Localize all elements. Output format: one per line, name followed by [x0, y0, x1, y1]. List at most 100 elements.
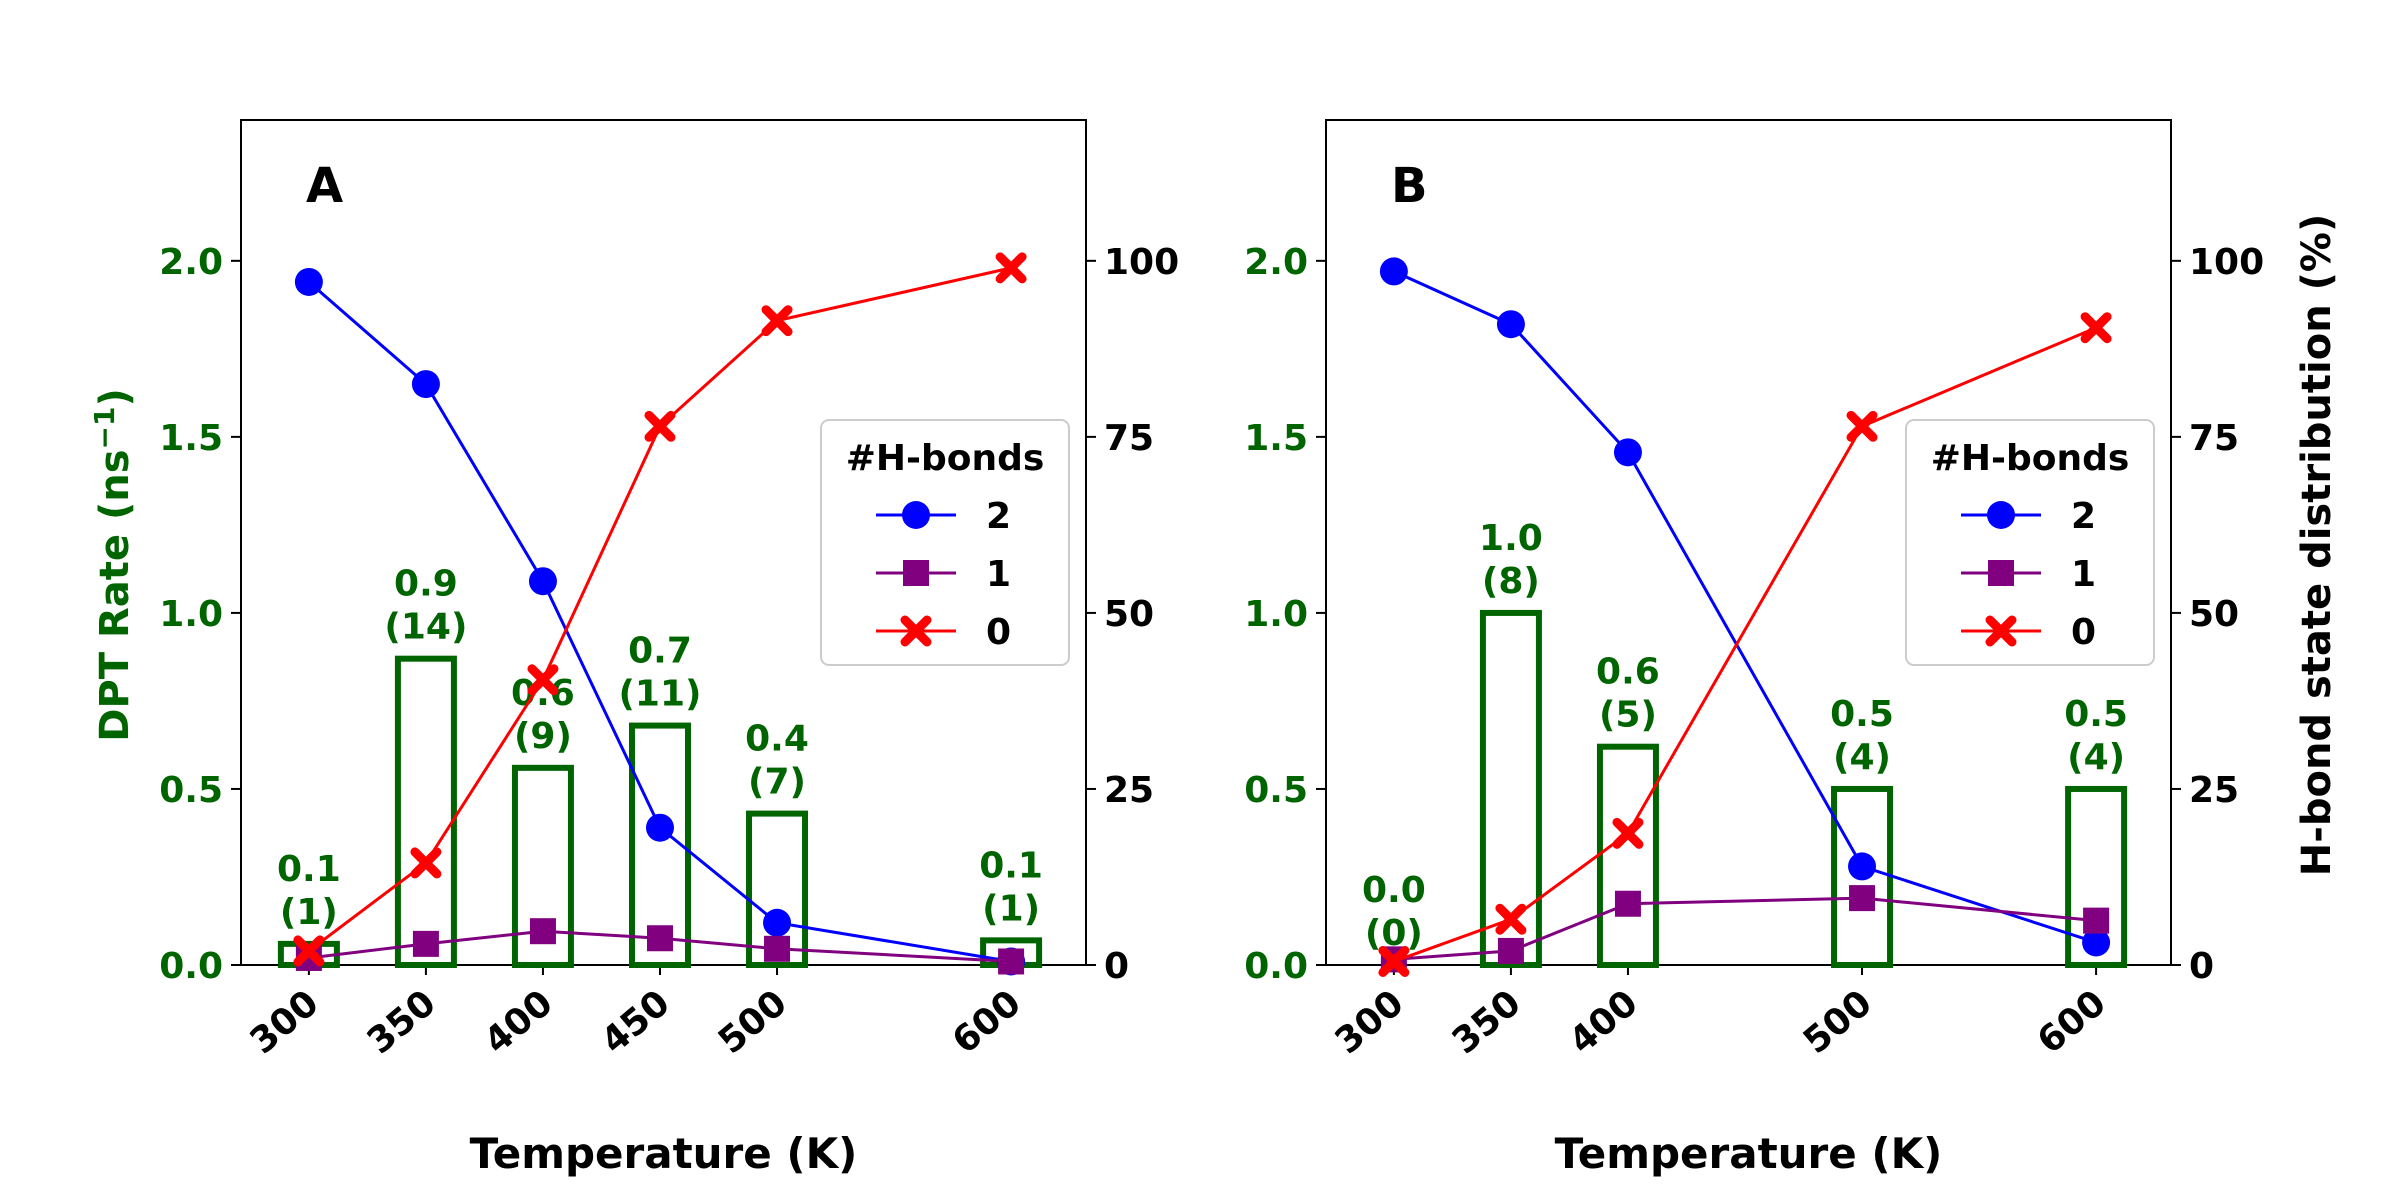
hbond-0-point — [1378, 945, 1410, 977]
bar-value-label: 0.0 — [1362, 870, 1426, 911]
left-y-tick-label: 1.0 — [159, 594, 223, 635]
x-tick-label: 300 — [1328, 982, 1412, 1062]
left-y-tick-label: 2.0 — [159, 242, 223, 283]
legend-square-marker — [903, 560, 929, 586]
hbond-0-point — [1612, 817, 1644, 849]
hbond-2-point — [1379, 257, 1408, 286]
hbond-2-point — [1848, 852, 1877, 881]
left-y-tick-label: 0.5 — [1244, 770, 1308, 811]
hbond-1-point — [1497, 937, 1524, 964]
legend-entry-label: 1 — [986, 554, 1011, 595]
x-tick-label: 400 — [1562, 982, 1646, 1062]
right-y-tick-label: 50 — [1104, 594, 1154, 635]
legend-circle-marker — [902, 501, 930, 529]
hbond-0-point — [527, 664, 559, 696]
hbond-2-point — [763, 908, 792, 937]
bar-value-label: 0.6 — [1596, 652, 1660, 693]
right-y-tick-label: 0 — [2189, 946, 2214, 987]
rate-bar — [1479, 609, 1542, 969]
hbond-1-point — [764, 935, 791, 962]
left-y-axis-label-superscript: −1 — [88, 407, 121, 450]
right-y-tick-label: 75 — [1104, 418, 1154, 459]
right-y-tick-label: 0 — [1104, 946, 1129, 987]
rate-bar — [394, 655, 457, 968]
left-y-tick-label: 0.0 — [1244, 946, 1308, 987]
hbond-2-point — [1613, 438, 1642, 467]
hbond-0-point — [761, 305, 793, 337]
bar-count-label: (11) — [618, 674, 701, 715]
right-y-tick-label: 25 — [2189, 770, 2239, 811]
x-tick-label: 450 — [594, 982, 678, 1062]
hbond-0-line — [307, 266, 1012, 953]
legend-entry-label: 2 — [2071, 496, 2096, 537]
legend-entry-label: 0 — [986, 612, 1011, 653]
bar-count-label: (4) — [1833, 737, 1891, 778]
bar-value-label: 0.5 — [2064, 694, 2128, 735]
bar-value-label: 0.9 — [394, 564, 458, 605]
hbond-0-point — [2080, 312, 2112, 344]
legend-entry-label: 0 — [2071, 612, 2096, 653]
rate-bar — [2065, 785, 2128, 968]
legend: #H-bonds 2 1 0 — [1905, 419, 2155, 666]
left-y-tick-label: 1.5 — [159, 418, 223, 459]
rate-bar — [628, 722, 691, 968]
x-tick-label: 400 — [477, 982, 561, 1062]
legend-x-marker — [1985, 615, 2017, 647]
right-y-tick-label: 50 — [2189, 594, 2239, 635]
bar-value-label: 0.7 — [628, 631, 692, 672]
plot-frame — [1325, 119, 2172, 966]
legend-entry-label: 2 — [986, 496, 1011, 537]
legend-circle-marker — [1987, 501, 2015, 529]
legend-square-marker — [1988, 560, 2014, 586]
hbond-2-point — [1496, 310, 1525, 339]
hbond-1-point — [1849, 885, 1876, 912]
right-y-tick-label: 100 — [1104, 242, 1179, 283]
hbond-1-line — [308, 929, 1012, 963]
hbond-2-point — [2082, 928, 2111, 957]
left-y-tick-label: 0.5 — [159, 770, 223, 811]
bar-count-label: (5) — [1599, 695, 1657, 736]
legend-x-marker — [900, 615, 932, 647]
x-tick-label: 600 — [2030, 982, 2114, 1062]
left-y-tick-label: 0.0 — [159, 946, 223, 987]
bar-value-label: 1.0 — [1479, 518, 1543, 559]
hbond-2-point — [411, 370, 440, 399]
right-y-axis-label: H-bond state distribution (%) — [2294, 214, 2340, 877]
right-y-tick-label: 100 — [2189, 242, 2264, 283]
hbond-2-point — [645, 813, 674, 842]
hbond-1-point — [1614, 890, 1641, 917]
hbond-1-point — [412, 930, 439, 957]
panel-a: A 0.0 0.5 1.0 1.5 2.0 0 25 50 75 100 300 350 400 450 50… — [159, 119, 1179, 1178]
x-tick-label: 500 — [1796, 982, 1880, 1062]
legend-entry-label: 1 — [2071, 554, 2096, 595]
x-axis-label: Temperature (K) — [470, 1129, 858, 1178]
hbond-1-point — [646, 925, 673, 952]
left-y-tick-label: 1.0 — [1244, 594, 1308, 635]
panel-b: B 0.0 0.5 1.0 1.5 2.0 0 25 50 75 100 300 350 400 500 60… — [1244, 119, 2264, 1178]
bar-count-label: (7) — [748, 762, 806, 803]
panel-label: B — [1391, 158, 1428, 214]
left-y-tick-label: 1.5 — [1244, 418, 1308, 459]
hbond-0-point — [1495, 903, 1527, 935]
bar-value-label: 0.5 — [1830, 694, 1894, 735]
legend: #H-bonds 2 1 0 — [820, 419, 1070, 666]
hbond-1-point — [998, 948, 1025, 975]
bar-value-label: 0.1 — [277, 849, 341, 890]
hbond-2-line — [307, 280, 1012, 963]
right-y-tick-label: 75 — [2189, 418, 2239, 459]
hbond-0-point — [293, 935, 325, 967]
hbond-0-point — [1846, 410, 1878, 442]
hbond-2-point — [528, 567, 557, 596]
rate-bar — [1596, 743, 1659, 968]
bar-count-label: (8) — [1482, 561, 1540, 602]
bar-count-label: (4) — [2067, 737, 2125, 778]
x-tick-label: 350 — [1445, 982, 1529, 1062]
x-axis-label: Temperature (K) — [1555, 1129, 1943, 1178]
hbond-1-point — [2083, 907, 2110, 934]
legend-title: #H-bonds — [846, 438, 1045, 479]
rate-bar — [511, 764, 574, 968]
left-y-tick-label: 2.0 — [1244, 242, 1308, 283]
x-tick-label: 300 — [243, 982, 327, 1062]
legend-box — [820, 419, 1070, 666]
